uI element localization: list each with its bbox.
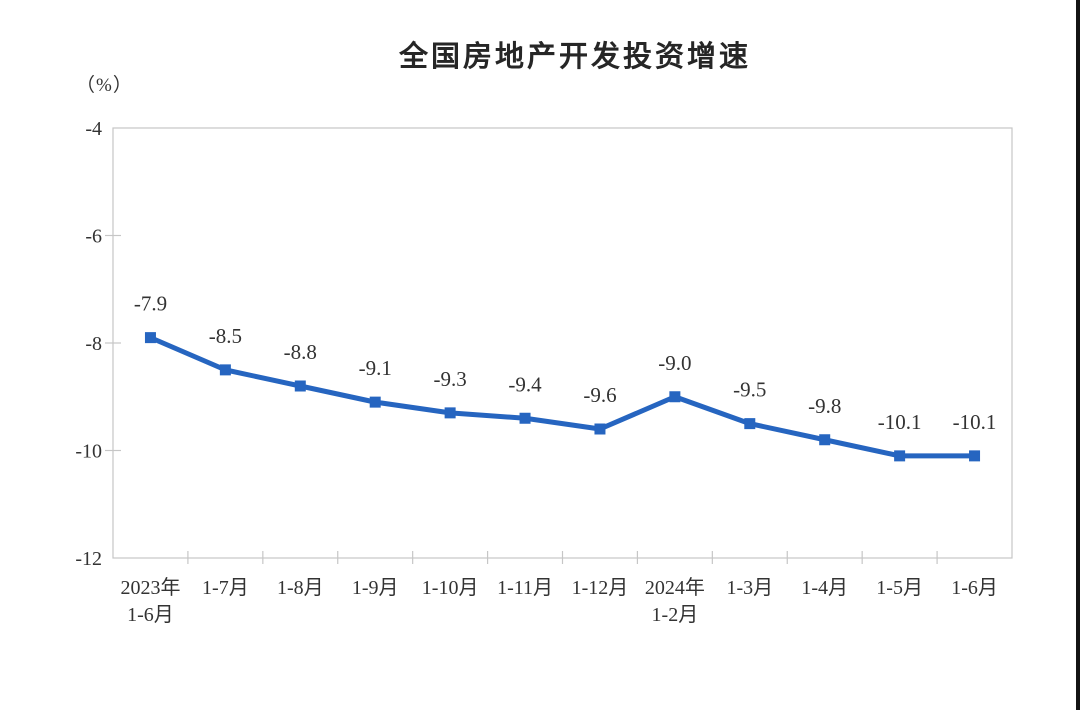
y-axis-unit-label: （%）: [76, 75, 133, 96]
data-point-label: -9.5: [733, 378, 766, 402]
data-point-marker: [144, 332, 156, 344]
data-point-marker: [594, 423, 606, 435]
data-point-marker: [219, 364, 231, 376]
data-point-marker: [519, 412, 531, 424]
y-axis-tick-label: -12: [75, 548, 102, 570]
x-axis-label: 1-10月: [422, 577, 479, 599]
data-point-marker: [744, 418, 756, 430]
data-point-label: -10.1: [878, 410, 922, 434]
screenshot-right-edge-bar: [1076, 0, 1080, 710]
x-axis-label: 1-6月: [951, 577, 998, 599]
data-point-marker: [669, 391, 681, 403]
data-point-label: -9.1: [359, 356, 392, 380]
y-axis-tick-label: -10: [75, 441, 102, 463]
data-point-label: -8.5: [209, 324, 242, 348]
data-point-label: -9.0: [658, 351, 691, 375]
data-point-marker: [894, 450, 906, 462]
data-point-label: -10.1: [953, 410, 997, 434]
data-point-marker: [369, 396, 381, 408]
data-point-label: -7.9: [134, 292, 167, 316]
data-line: [147, 335, 978, 459]
x-axis-label: 1-6月: [127, 604, 174, 626]
data-point-label: -9.3: [434, 367, 467, 391]
y-axis-tick-label: -8: [85, 333, 102, 355]
data-point-marker: [969, 450, 981, 462]
data-point-label: -8.8: [284, 340, 317, 364]
data-point-label: -9.4: [508, 372, 542, 396]
data-point-marker: [819, 434, 831, 446]
chart-title: 全国房地产开发投资增速: [398, 39, 752, 73]
x-axis-label: 1-3月: [726, 577, 773, 599]
x-axis-label: 1-8月: [277, 577, 324, 599]
plot-border: [112, 127, 1013, 559]
x-axis-label: 1-12月: [572, 577, 629, 599]
x-axis-label: 1-4月: [801, 577, 848, 599]
x-axis-label: 1-9月: [352, 577, 399, 599]
x-axis-label: 2023年: [120, 576, 180, 599]
data-point-label: -9.6: [583, 383, 616, 407]
x-axis-label: 1-5月: [876, 577, 923, 599]
data-point-label: -9.8: [808, 394, 841, 418]
y-axis-tick-label: -4: [85, 118, 102, 140]
y-axis-tick-label: -6: [85, 226, 102, 248]
x-axis-label: 1-11月: [497, 577, 553, 599]
x-axis-label: 2024年: [645, 576, 705, 599]
x-axis-label: 1-7月: [202, 577, 249, 599]
data-point-marker: [444, 407, 456, 419]
data-point-marker: [294, 380, 306, 392]
x-axis-label: 1-2月: [652, 604, 699, 626]
